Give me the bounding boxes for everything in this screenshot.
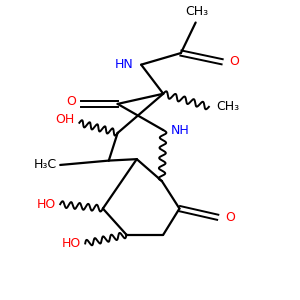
Text: O: O (230, 55, 239, 68)
Text: O: O (225, 211, 235, 224)
Text: HN: HN (115, 58, 134, 71)
Text: CH₃: CH₃ (216, 100, 239, 113)
Text: CH₃: CH₃ (185, 5, 209, 18)
Text: NH: NH (171, 124, 189, 136)
Text: HO: HO (61, 237, 81, 250)
Text: H₃C: H₃C (34, 158, 57, 172)
Text: O: O (67, 94, 76, 107)
Text: OH: OH (56, 113, 75, 126)
Text: HO: HO (37, 198, 56, 211)
